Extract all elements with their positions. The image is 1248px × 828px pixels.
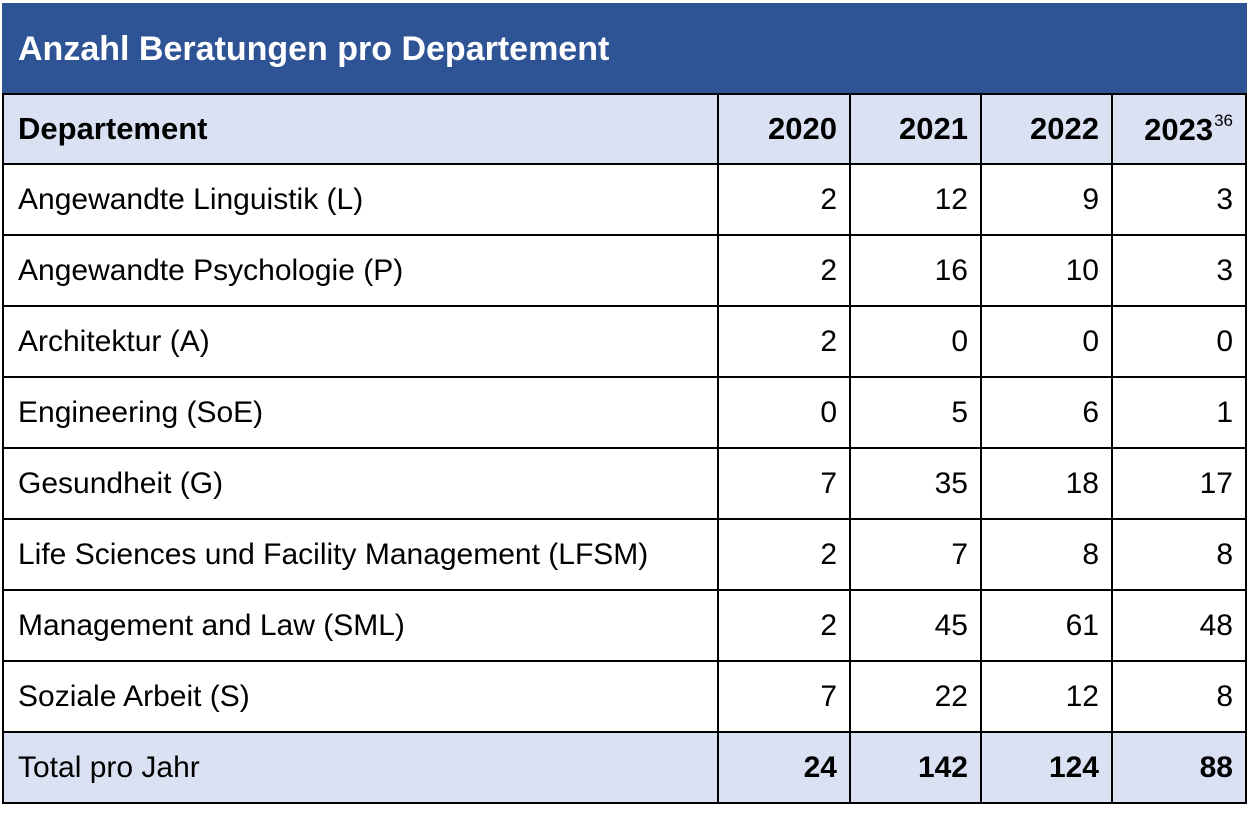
departement-name: Management and Law (SML): [2, 589, 719, 662]
value-2020: 2: [717, 518, 851, 591]
table-row: Engineering (SoE) 0 5 6 1: [2, 376, 1247, 449]
departement-name: Angewandte Psychologie (P): [2, 234, 719, 307]
value-2023: 1: [1111, 376, 1247, 449]
value-2022: 6: [980, 376, 1113, 449]
value-2020: 2: [717, 305, 851, 378]
column-header-departement: Departement: [2, 93, 719, 165]
table-title-row: Anzahl Beratungen pro Departement: [2, 3, 1247, 95]
value-2020: 7: [717, 660, 851, 733]
value-2021: 0: [849, 305, 982, 378]
total-2020: 24: [717, 731, 851, 804]
total-2021: 142: [849, 731, 982, 804]
value-2022: 8: [980, 518, 1113, 591]
table-header-row: Departement 2020 2021 2022 202336: [2, 93, 1247, 165]
value-2020: 7: [717, 447, 851, 520]
value-2023: 48: [1111, 589, 1247, 662]
value-2022: 61: [980, 589, 1113, 662]
consultations-table: Anzahl Beratungen pro Departement Depart…: [2, 3, 1247, 804]
value-2022: 18: [980, 447, 1113, 520]
value-2021: 35: [849, 447, 982, 520]
value-2022: 10: [980, 234, 1113, 307]
value-2021: 16: [849, 234, 982, 307]
value-2020: 0: [717, 376, 851, 449]
value-2020: 2: [717, 163, 851, 236]
table-title: Anzahl Beratungen pro Departement: [2, 3, 982, 95]
total-2022: 124: [980, 731, 1113, 804]
value-2023: 3: [1111, 163, 1247, 236]
value-2022: 12: [980, 660, 1113, 733]
value-2023: 8: [1111, 518, 1247, 591]
table-row: Angewandte Linguistik (L) 2 12 9 3: [2, 163, 1247, 236]
footnote-marker: 36: [1214, 110, 1233, 130]
column-header-2020: 2020: [717, 93, 851, 165]
table-row: Management and Law (SML) 2 45 61 48: [2, 589, 1247, 662]
table-title-spacer: [980, 3, 1247, 95]
value-2021: 7: [849, 518, 982, 591]
column-header-2023: 202336: [1111, 93, 1247, 165]
table-row: Life Sciences und Facility Management (L…: [2, 518, 1247, 591]
column-header-2022: 2022: [980, 93, 1113, 165]
column-header-2021: 2021: [849, 93, 982, 165]
value-2023: 17: [1111, 447, 1247, 520]
departement-name: Gesundheit (G): [2, 447, 719, 520]
value-2021: 22: [849, 660, 982, 733]
table-row: Angewandte Psychologie (P) 2 16 10 3: [2, 234, 1247, 307]
departement-name: Engineering (SoE): [2, 376, 719, 449]
value-2020: 2: [717, 234, 851, 307]
total-row: Total pro Jahr 24 142 124 88: [2, 731, 1247, 804]
table-row: Gesundheit (G) 7 35 18 17: [2, 447, 1247, 520]
total-2023: 88: [1111, 731, 1247, 804]
table-container: Anzahl Beratungen pro Departement Depart…: [2, 3, 1247, 804]
value-2021: 12: [849, 163, 982, 236]
table-row: Soziale Arbeit (S) 7 22 12 8: [2, 660, 1247, 733]
value-2022: 9: [980, 163, 1113, 236]
departement-name: Life Sciences und Facility Management (L…: [2, 518, 719, 591]
table-row: Architektur (A) 2 0 0 0: [2, 305, 1247, 378]
value-2022: 0: [980, 305, 1113, 378]
value-2023: 0: [1111, 305, 1247, 378]
value-2023: 8: [1111, 660, 1247, 733]
total-label: Total pro Jahr: [2, 731, 719, 804]
departement-name: Architektur (A): [2, 305, 719, 378]
value-2021: 5: [849, 376, 982, 449]
departement-name: Soziale Arbeit (S): [2, 660, 719, 733]
departement-name: Angewandte Linguistik (L): [2, 163, 719, 236]
value-2023: 3: [1111, 234, 1247, 307]
value-2021: 45: [849, 589, 982, 662]
value-2020: 2: [717, 589, 851, 662]
column-header-2023-label: 2023: [1144, 111, 1214, 147]
